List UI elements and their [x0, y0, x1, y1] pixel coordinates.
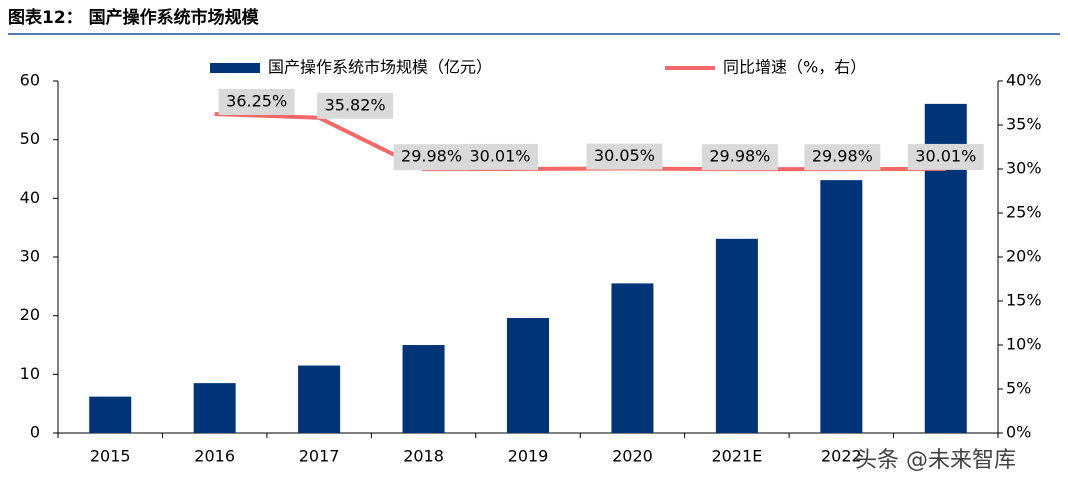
y-tick-label: 60 [20, 71, 40, 90]
data-label-box [701, 144, 778, 171]
x-tick-label: 2020 [612, 447, 653, 466]
data-label: 30.01% [915, 146, 976, 165]
x-tick-label: 2016 [194, 447, 235, 466]
y-tick-label: 10 [20, 364, 40, 383]
bar [715, 238, 758, 433]
x-tick-label: 2021E [711, 447, 762, 466]
data-label-box [586, 143, 663, 170]
data-label: 30.01% [469, 146, 530, 165]
data-label: 29.98% [401, 147, 462, 166]
data-label-box [804, 144, 881, 171]
y2-tick-label: 35% [1006, 115, 1042, 134]
y2-tick-label: 10% [1006, 335, 1042, 354]
x-tick-label: 2018 [403, 447, 444, 466]
data-label-box [393, 144, 470, 171]
data-label: 29.98% [812, 147, 873, 166]
y2-tick-label: 30% [1006, 159, 1042, 178]
y2-tick-label: 15% [1006, 291, 1042, 310]
data-label: 30.05% [594, 146, 655, 165]
watermark: 头条 @未来智库 [855, 448, 1016, 473]
data-label-box [317, 92, 394, 119]
data-label: 35.82% [325, 95, 386, 114]
y2-tick-label: 25% [1006, 203, 1042, 222]
legend-label: 国产操作系统市场规模（亿元） [268, 58, 492, 77]
bar [402, 345, 445, 433]
x-tick-label: 2017 [299, 447, 340, 466]
y2-tick-label: 5% [1006, 379, 1031, 398]
legend-label: 同比增速（%，右） [723, 58, 866, 77]
y2-tick-label: 0% [1006, 423, 1031, 442]
y2-tick-label: 20% [1006, 247, 1042, 266]
data-label: 29.98% [709, 147, 770, 166]
chart-title: 图表12： 国产操作系统市场规模 [8, 7, 260, 28]
y-tick-label: 20 [20, 305, 40, 324]
y-tick-label: 30 [20, 247, 40, 266]
data-label: 36.25% [226, 92, 287, 111]
y-tick-label: 0 [30, 423, 40, 442]
bar [820, 180, 863, 433]
y2-tick-label: 40% [1006, 71, 1042, 90]
x-tick-label: 2015 [90, 447, 131, 466]
bar [298, 365, 341, 433]
bar [193, 383, 236, 433]
y-tick-label: 50 [20, 129, 40, 148]
bar [89, 396, 132, 433]
bar [611, 283, 654, 433]
data-label-box [907, 143, 984, 170]
data-label-box [462, 143, 538, 170]
x-tick-label: 2019 [508, 447, 549, 466]
data-label-box [218, 89, 295, 115]
x-tick-label: 2022 [821, 447, 862, 466]
bar [507, 318, 549, 433]
y-tick-label: 40 [20, 188, 40, 207]
legend-swatch [210, 63, 260, 73]
